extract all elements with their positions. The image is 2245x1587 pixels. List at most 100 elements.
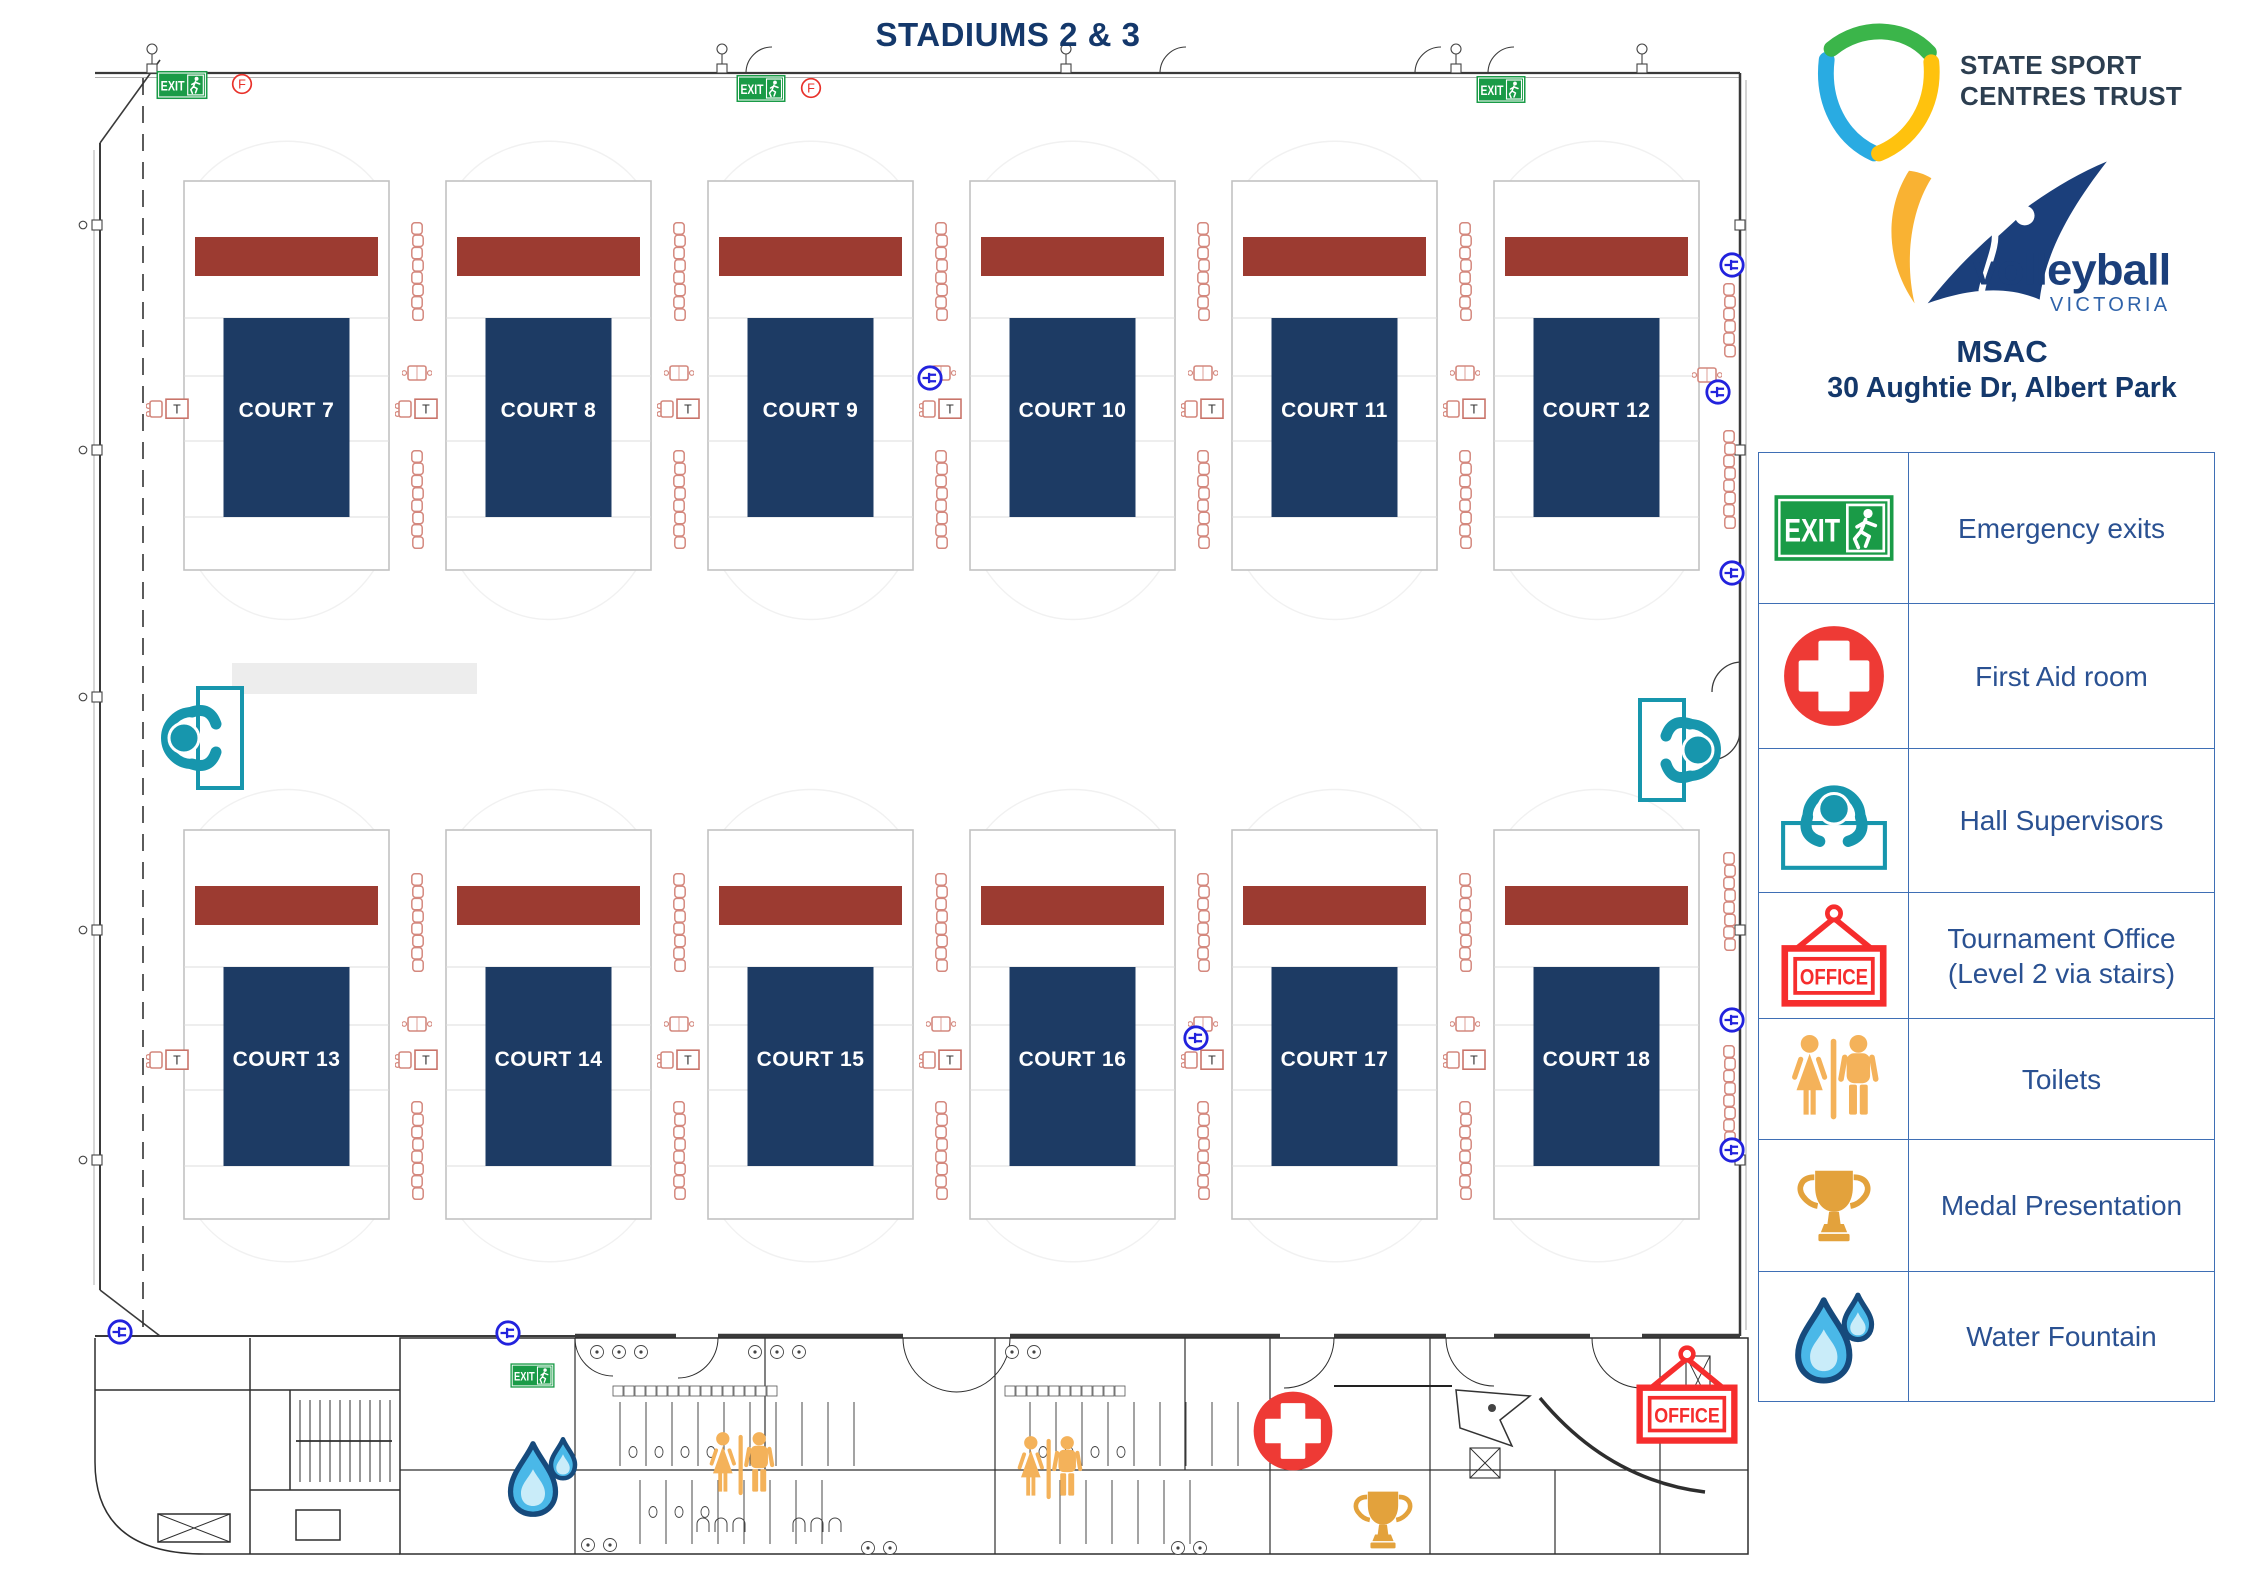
officials-table-marker — [1443, 1049, 1486, 1070]
court-label: COURT 15 — [757, 1048, 865, 1071]
first-aid-marker — [1253, 1391, 1333, 1471]
legend-label: Water Fountain — [1909, 1272, 2214, 1401]
court-surface — [485, 318, 612, 517]
court-13: COURT 13 — [183, 829, 390, 1220]
legend-label-line: Toilets — [2021, 1063, 2102, 1095]
legend-row-tournament-office: Tournament Office (Level 2 via stairs) — [1759, 892, 2214, 1018]
officials-table-marker — [1181, 1049, 1224, 1070]
state-sport-centres-trust-logo — [1818, 23, 1940, 162]
fire-equipment-marker — [231, 73, 253, 95]
legend-row-hall-supervisors: Hall Supervisors — [1759, 748, 2214, 892]
volleyball-region: VICTORIA — [2050, 294, 2170, 316]
court-16: COURT 16 — [969, 829, 1176, 1220]
court-8: COURT 8 — [445, 180, 652, 571]
power-outlet-icon — [1719, 1007, 1745, 1033]
trust-name-line1: STATE SPORT — [1960, 50, 2142, 80]
court-label: COURT 7 — [239, 399, 335, 422]
court-label: COURT 14 — [495, 1048, 603, 1071]
court-surface — [1271, 318, 1398, 517]
court-seating — [457, 237, 640, 276]
legend-label: Tournament Office (Level 2 via stairs) — [1909, 893, 2214, 1018]
court-label: COURT 12 — [1543, 399, 1651, 422]
court-surface — [747, 967, 874, 1166]
court-15: COURT 15 — [707, 829, 914, 1220]
legend-label-line: (Level 2 via stairs) — [1947, 957, 2176, 989]
court-surface — [1533, 318, 1660, 517]
first-aid-pointer — [1334, 1385, 1532, 1448]
court-10: COURT 10 — [969, 180, 1176, 571]
court-17: COURT 17 — [1231, 829, 1438, 1220]
court-label: COURT 10 — [1019, 399, 1127, 422]
power-outlet-icon — [1705, 379, 1731, 405]
hall-supervisor-marker-left — [166, 688, 242, 788]
legend-row-water-fountain: Water Fountain — [1759, 1271, 2214, 1401]
exit-sign-icon — [1759, 453, 1909, 603]
power-outlet-icon — [1719, 1137, 1745, 1163]
emergency-exit-sign — [510, 1362, 555, 1389]
officials-table-marker — [919, 1049, 962, 1070]
court-label: COURT 16 — [1019, 1048, 1127, 1071]
hall-walls — [93, 46, 1747, 1339]
court-seating — [1505, 886, 1688, 925]
officials-table-marker — [146, 398, 189, 420]
court-seating — [195, 237, 378, 276]
court-9: COURT 9 — [707, 180, 914, 571]
court-seating — [1505, 237, 1688, 276]
medal-presentation-icon — [1759, 1140, 1909, 1271]
court-label: COURT 9 — [763, 399, 859, 422]
officials-table-marker — [657, 398, 700, 420]
power-outlet-icon — [917, 365, 943, 391]
court-label: COURT 13 — [233, 1048, 341, 1071]
legend-row-first-aid: First Aid room — [1759, 603, 2214, 748]
court-label: COURT 18 — [1543, 1048, 1651, 1071]
amenities-block — [94, 1337, 1749, 1555]
officials-table-marker — [1181, 398, 1224, 420]
court-12: COURT 12 — [1493, 180, 1700, 571]
power-outlet-icon — [1719, 560, 1745, 586]
legend-label: Medal Presentation — [1909, 1140, 2214, 1271]
court-seating — [1243, 237, 1426, 276]
officials-table-marker — [395, 398, 438, 420]
toilets-icon — [1759, 1019, 1909, 1139]
legend-label: Toilets — [1909, 1019, 2214, 1139]
venue-name: MSAC — [1956, 334, 2048, 369]
legend-label: Emergency exits — [1909, 453, 2214, 603]
hall-supervisors-icon — [1759, 749, 1909, 892]
stairs — [296, 1400, 392, 1482]
court-surface — [223, 967, 350, 1166]
officials-table-marker — [919, 398, 962, 420]
court-seating — [981, 886, 1164, 925]
hall-supervisor-marker-right — [1640, 700, 1716, 800]
power-outlet-icon — [1183, 1025, 1209, 1051]
court-surface — [223, 318, 350, 517]
court-11: COURT 11 — [1231, 180, 1438, 571]
court-surface — [747, 318, 874, 517]
court-label: COURT 11 — [1281, 399, 1388, 422]
first-aid-icon — [1759, 604, 1909, 748]
court-seating — [981, 237, 1164, 276]
officials-table-marker — [657, 1049, 700, 1070]
legend-row-medal-presentation: Medal Presentation — [1759, 1139, 2214, 1271]
legend-row-exit-sign: Emergency exits — [1759, 453, 2214, 603]
court-seating — [1243, 886, 1426, 925]
legend-row-toilets: Toilets — [1759, 1018, 2214, 1139]
court-surface — [1009, 967, 1136, 1166]
legend-label-line: Hall Supervisors — [1959, 805, 2164, 836]
power-outlet-icon — [495, 1320, 521, 1346]
emergency-exit-sign — [1476, 75, 1526, 104]
court-18: COURT 18 — [1493, 829, 1700, 1220]
court-surface — [1009, 318, 1136, 517]
legend-label-line: Water Fountain — [1966, 1321, 2157, 1352]
court-label: COURT 17 — [1281, 1048, 1389, 1071]
court-surface — [1271, 967, 1398, 1166]
court-7: COURT 7 — [183, 180, 390, 571]
floor-guide-curves — [199, 140, 1685, 1263]
page-title: STADIUMS 2 & 3 — [875, 16, 1141, 53]
trust-name: STATE SPORT CENTRES TRUST — [1960, 50, 2182, 112]
court-seating — [719, 886, 902, 925]
trust-name-line2: CENTRES TRUST — [1960, 81, 2183, 111]
toilet-fixtures — [581, 1345, 1239, 1555]
court-seating — [195, 886, 378, 925]
court-label: COURT 8 — [501, 399, 597, 422]
